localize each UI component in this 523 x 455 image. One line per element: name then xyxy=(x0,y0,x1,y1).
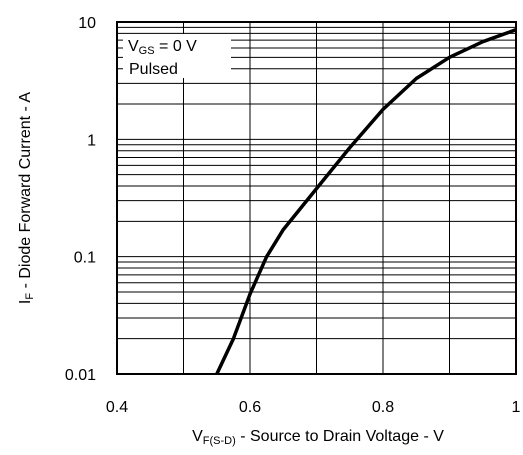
annotation-box: VGS = 0 V Pulsed xyxy=(123,34,231,78)
y-tick-label: 10 xyxy=(78,15,96,32)
x-axis-label: VF(S-D) - Source to Drain Voltage - V xyxy=(192,428,444,447)
x-tick-label: 0.8 xyxy=(372,399,394,416)
annotation-vgs: VGS = 0 V xyxy=(128,38,197,57)
forward-current-curve xyxy=(215,28,517,375)
grid-lines xyxy=(117,22,516,374)
x-tick-label: 0.4 xyxy=(106,399,128,416)
y-tick-labels: 0.01 0.1 1 10 xyxy=(65,15,96,384)
plot-frame xyxy=(116,21,517,375)
y-tick-label: 0.1 xyxy=(74,250,96,267)
x-tick-label: 0.6 xyxy=(239,399,261,416)
y-tick-label: 0.01 xyxy=(65,367,96,384)
annotation-pulsed: Pulsed xyxy=(129,61,178,78)
y-axis-label: IF - Diode Forward Current - A xyxy=(17,92,36,304)
x-tick-label: 1 xyxy=(512,399,521,416)
y-tick-label: 1 xyxy=(87,132,96,149)
x-tick-labels: 0.4 0.6 0.8 1 xyxy=(106,399,521,416)
